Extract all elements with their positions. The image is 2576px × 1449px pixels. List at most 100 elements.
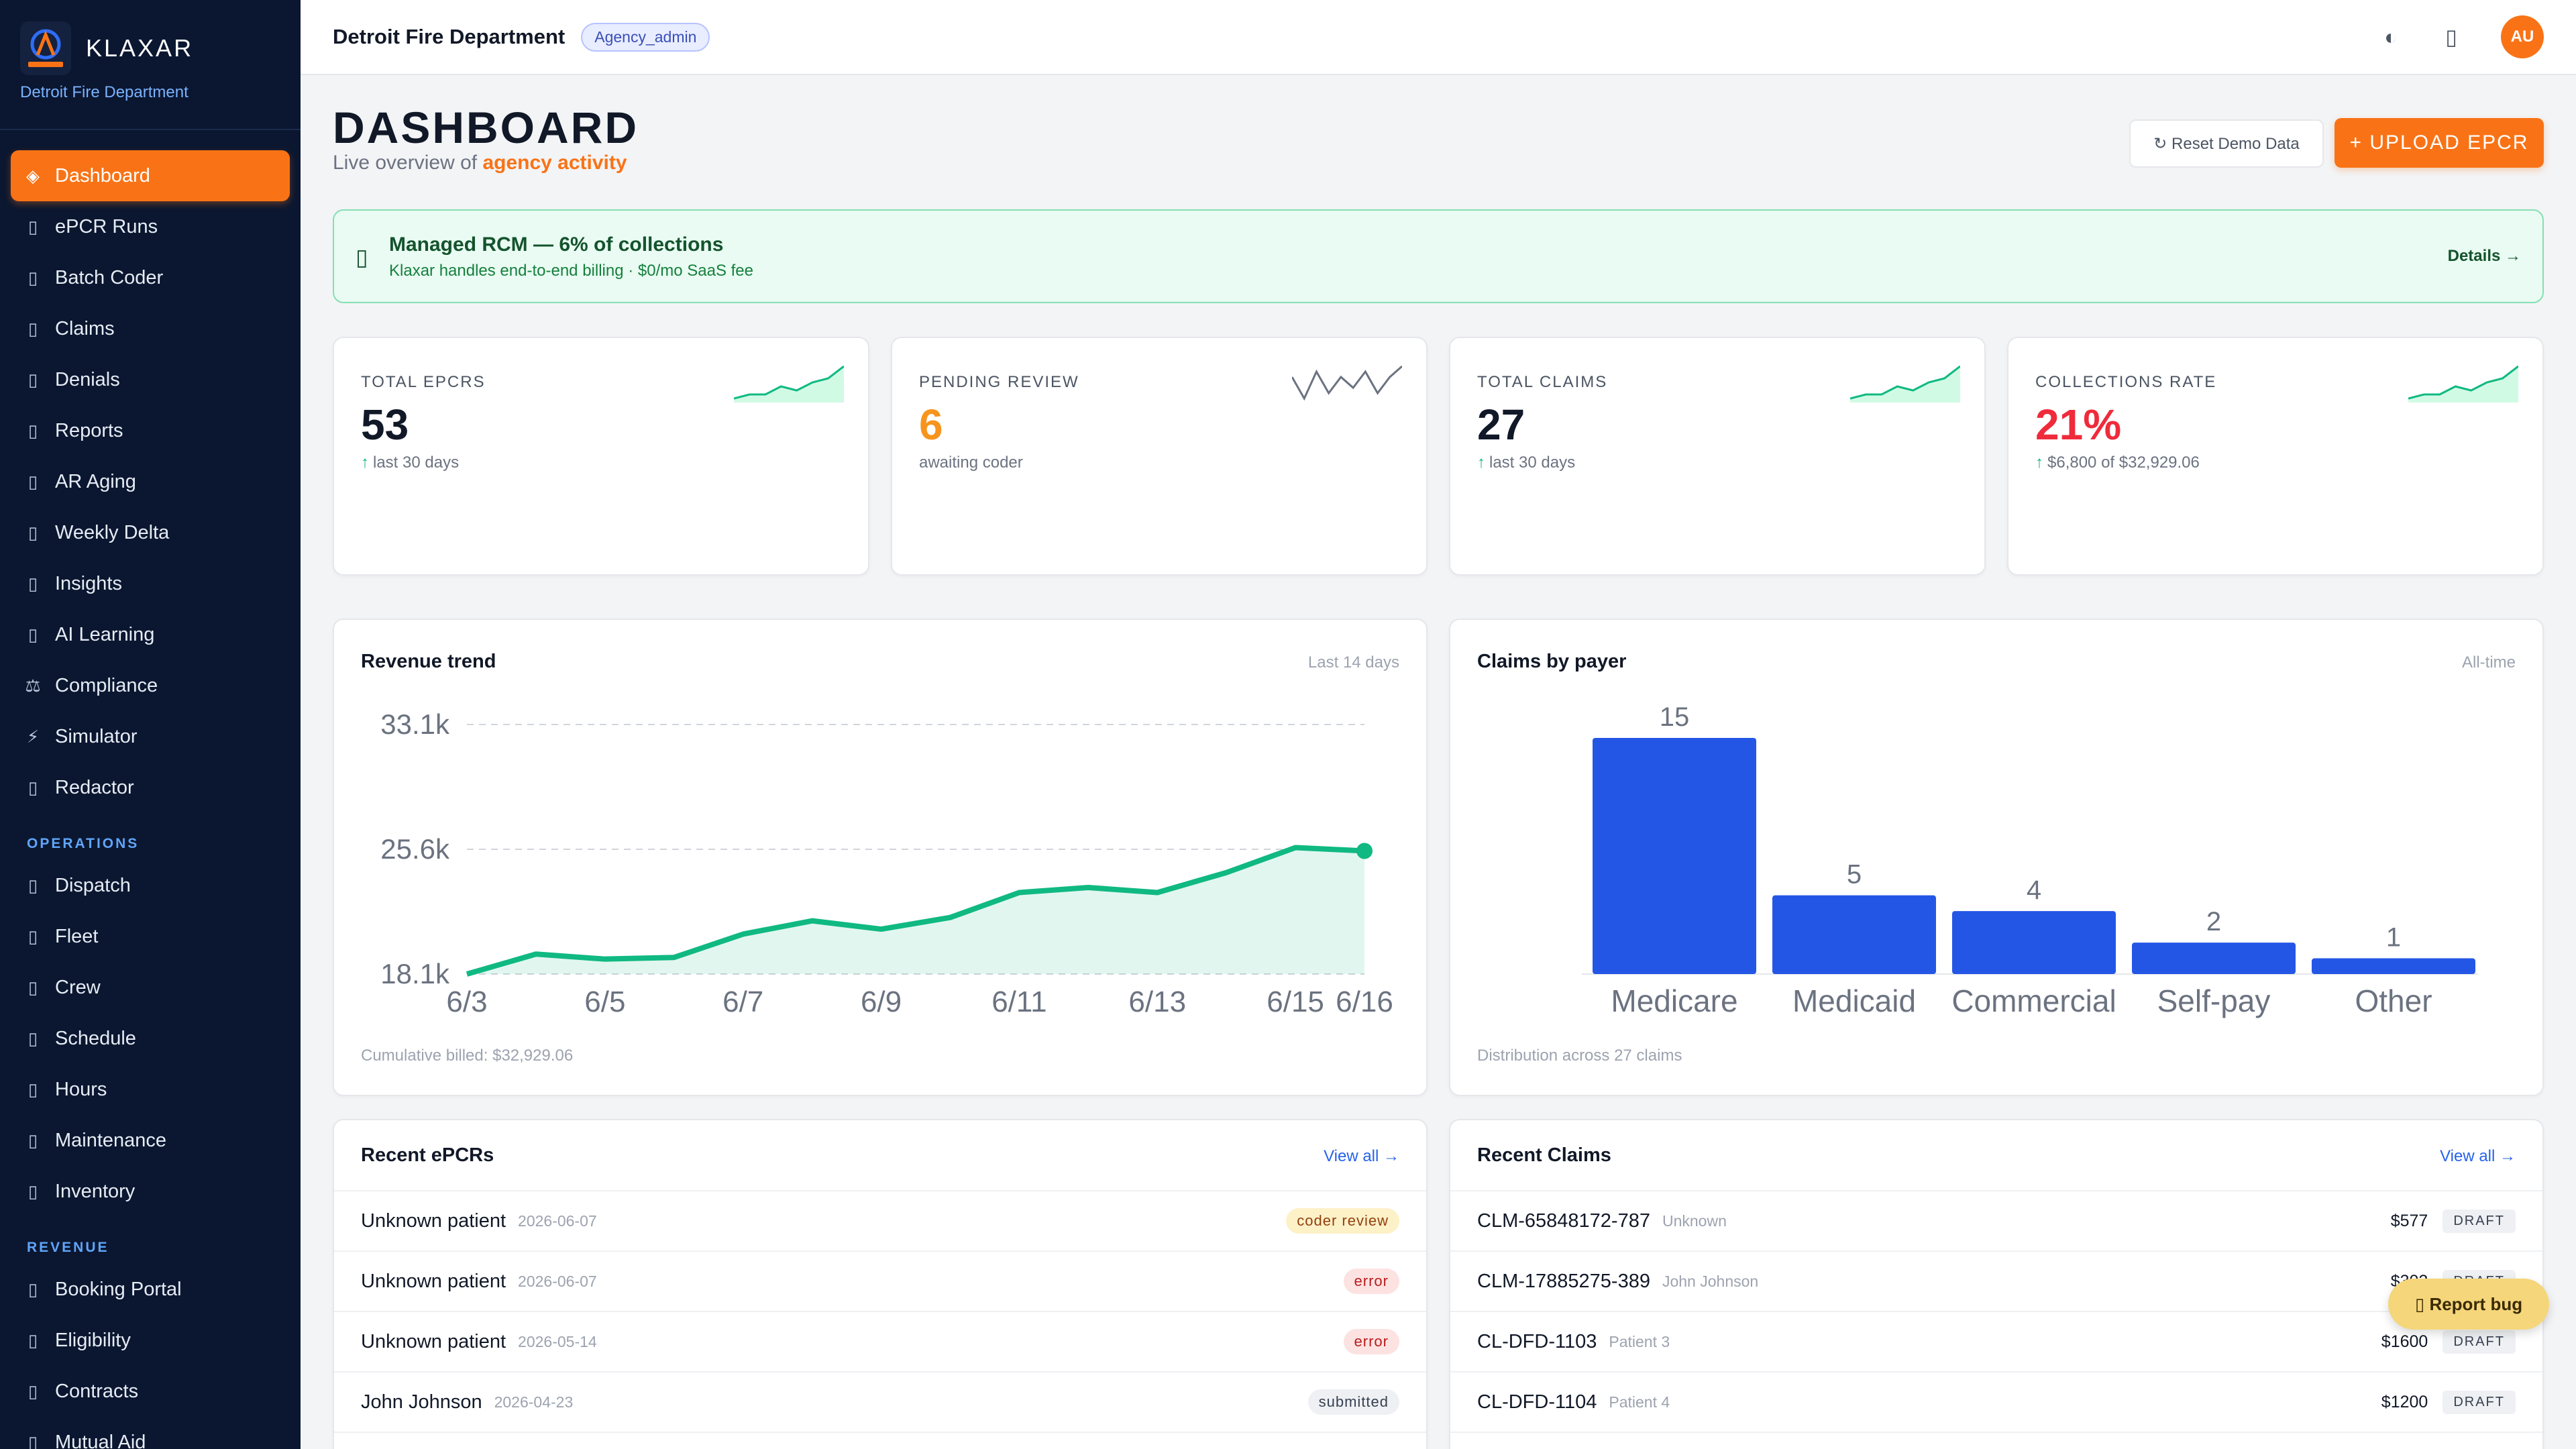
epcr-row[interactable]: Unknown patient 2026-05-14 error <box>334 1311 1426 1371</box>
claim-row[interactable]: CLM-17885275-389 John Johnson $302 DRAFT <box>1450 1250 2542 1311</box>
view-all-epcrs-link[interactable]: View all → <box>1324 1147 1399 1165</box>
user-avatar[interactable]: AU <box>2501 15 2544 58</box>
sidebar-item-label: Reports <box>55 419 123 441</box>
bar-medicaid[interactable] <box>1772 895 1936 974</box>
banner-details-link[interactable]: Details → <box>2447 247 2521 265</box>
sidebar-item-insights[interactable]: ▯ Insights <box>11 558 290 609</box>
kpi-subtext-label: awaiting coder <box>919 453 1023 472</box>
main-content: DASHBOARD Live overview of agency activi… <box>333 75 2544 1449</box>
nav-icon: ▯ <box>28 624 38 645</box>
sidebar-item-dispatch[interactable]: ▯ Dispatch <box>11 860 290 911</box>
patient-name: Unknown patient <box>361 1330 506 1352</box>
sidebar-item-crew[interactable]: ▯ Crew <box>11 962 290 1013</box>
sidebar-item-label: Claims <box>55 317 115 339</box>
epcr-list: Unknown patient 2026-06-07 coder review … <box>334 1190 1426 1449</box>
kpi-card-total-epcrs[interactable]: TOTAL EPCRS 53 ↑ last 30 days <box>333 337 869 576</box>
sparkline-area <box>734 366 844 402</box>
sidebar-item-mutual-aid[interactable]: ▯ Mutual Aid <box>11 1417 290 1449</box>
sidebar-item-ar-aging[interactable]: ▯ AR Aging <box>11 456 290 507</box>
revenue-line <box>466 845 1365 977</box>
claim-amount: $577 <box>2390 1211 2428 1230</box>
banner-icon: ▯ <box>356 245 368 270</box>
sparkline-area <box>2408 366 2518 402</box>
sidebar-item-label: Schedule <box>55 1027 136 1049</box>
sidebar-item-label: Insights <box>55 572 122 594</box>
sidebar-item-weekly-delta[interactable]: ▯ Weekly Delta <box>11 507 290 558</box>
sidebar-item-claims[interactable]: ▯ Claims <box>11 303 290 354</box>
page-subtitle-prefix: Live overview of <box>333 152 483 174</box>
sidebar-item-schedule[interactable]: ▯ Schedule <box>11 1013 290 1064</box>
nav-icon: ▯ <box>28 977 38 998</box>
sidebar-nav: ◈ Dashboard ▯ ePCR Runs ▯ Batch Coder ▯ Claims ▯… <box>0 130 301 1449</box>
sidebar-item-booking-portal[interactable]: ▯ Booking Portal <box>11 1264 290 1315</box>
nav-icon: ▯ <box>28 1381 38 1401</box>
epcr-row[interactable]: Unknown patient 2026-06-07 coder review <box>334 1190 1426 1250</box>
sidebar-item-reports[interactable]: ▯ Reports <box>11 405 290 456</box>
kpi-value: 21% <box>2035 400 2122 449</box>
epcr-row[interactable]: Unknown patient 2026-06-07 error <box>334 1250 1426 1311</box>
claim-amount: $1200 <box>2381 1392 2428 1411</box>
bar-commercial[interactable] <box>1952 911 2116 974</box>
report-bug-button[interactable]: ▯ Report bug <box>2388 1279 2549 1330</box>
kpi-card-total-claims[interactable]: TOTAL CLAIMS 27 ↑ last 30 days <box>1449 337 1986 576</box>
claims-list: CLM-65848172-787 Unknown $577 DRAFT CLM-… <box>1450 1190 2542 1449</box>
claim-row[interactable]: CL-DFD-1104 Patient 4 $1200 DRAFT <box>1450 1371 2542 1432</box>
nav-icon: ▯ <box>28 267 38 288</box>
sidebar-item-ai-learning[interactable]: ▯ AI Learning <box>11 609 290 660</box>
sidebar-item-inventory[interactable]: ▯ Inventory <box>11 1166 290 1217</box>
sidebar-item-label: Batch Coder <box>55 266 164 288</box>
claims-by-payer-chart: 15 Medicare 5 Medicaid 4 Commercial 2 Self-pay 1… <box>1582 702 2478 1018</box>
x-category-label: Self-pay <box>2157 983 2271 1018</box>
status-badge: error <box>1343 1269 1399 1294</box>
sparkline-line <box>1850 365 1960 400</box>
sidebar-item-label: Eligibility <box>55 1329 131 1351</box>
sidebar-item-batch-coder[interactable]: ▯ Batch Coder <box>11 252 290 303</box>
epcr-row[interactable]: John Johnson 2026-04-22 submitted <box>334 1432 1426 1449</box>
sidebar-item-hours[interactable]: ▯ Hours <box>11 1064 290 1115</box>
list-title: Recent ePCRs <box>361 1144 494 1166</box>
nav-icon: ▯ <box>28 522 38 543</box>
claim-row[interactable]: CLM-65848172-787 Unknown $577 DRAFT <box>1450 1190 2542 1250</box>
kpi-sparkline <box>1850 365 1960 402</box>
upload-epcr-button[interactable]: + UPLOAD EPCR <box>2334 118 2544 168</box>
bar-self-pay[interactable] <box>2132 943 2296 974</box>
sidebar-item-compliance[interactable]: ⚖ Compliance <box>11 660 290 711</box>
sidebar-item-label: Hours <box>55 1078 107 1100</box>
x-tick-label: 6/3 <box>446 985 487 1018</box>
role-badge: Agency_admin <box>581 22 710 52</box>
sidebar-item-simulator[interactable]: ⚡ Simulator <box>11 711 290 762</box>
epcr-row[interactable]: John Johnson 2026-04-23 submitted <box>334 1371 1426 1432</box>
kpi-card-collections-rate[interactable]: COLLECTIONS RATE 21% ↑ $6,800 of $32,929.… <box>2007 337 2544 576</box>
sidebar-item-contracts[interactable]: ▯ Contracts <box>11 1366 290 1417</box>
sidebar-item-fleet[interactable]: ▯ Fleet <box>11 911 290 962</box>
sidebar-item-maintenance[interactable]: ▯ Maintenance <box>11 1115 290 1166</box>
sidebar-item-denials[interactable]: ▯ Denials <box>11 354 290 405</box>
reset-demo-data-button[interactable]: ↻ Reset Demo Data <box>2129 119 2324 168</box>
sidebar-item-label: Redactor <box>55 776 134 798</box>
sparkline-line <box>1292 365 1402 401</box>
claim-row[interactable]: CL-DFD-1103 Patient 3 $1600 DRAFT <box>1450 1311 2542 1371</box>
sidebar-item-label: Simulator <box>55 725 138 747</box>
sidebar-item-dashboard[interactable]: ◈ Dashboard <box>11 150 290 201</box>
patient-name: John Johnson <box>361 1391 482 1413</box>
x-category-label: Commercial <box>1951 983 2116 1018</box>
bar-medicare[interactable] <box>1593 738 1756 974</box>
view-all-claims-link[interactable]: View all → <box>2440 1147 2516 1165</box>
x-tick-label: 6/13 <box>1128 985 1186 1018</box>
klaxar-logo[interactable] <box>20 21 71 75</box>
kpi-card-pending-review[interactable]: PENDING REVIEW 6 awaiting coder <box>891 337 1428 576</box>
nav-icon: ⚖ <box>25 675 41 696</box>
revenue-last-point[interactable] <box>1356 843 1373 859</box>
claim-row[interactable]: CL-DFD-1105 Patient 5 $850 DRAFT <box>1450 1432 2542 1449</box>
kpi-value: 53 <box>361 400 409 449</box>
bar-value-label: 15 <box>1660 702 1690 732</box>
sidebar-item-redactor[interactable]: ▯ Redactor <box>11 762 290 813</box>
sidebar-item-eligibility[interactable]: ▯ Eligibility <box>11 1315 290 1366</box>
bar-other[interactable] <box>2312 958 2475 974</box>
device-icon[interactable]: ▯ <box>2445 25 2457 49</box>
sidebar-item-epcr-runs[interactable]: ▯ ePCR Runs <box>11 201 290 252</box>
theme-toggle-icon[interactable]: ◐ <box>2384 24 2398 49</box>
y-tick-label: 18.1k <box>380 958 450 989</box>
revenue-trend-chart: 18.1k 25.6k 33.1k 6/3 6/5 6/7 6/9 6/11 6/13 6/15 6… <box>380 708 1393 1018</box>
epcr-date: 2026-06-07 <box>518 1272 597 1290</box>
